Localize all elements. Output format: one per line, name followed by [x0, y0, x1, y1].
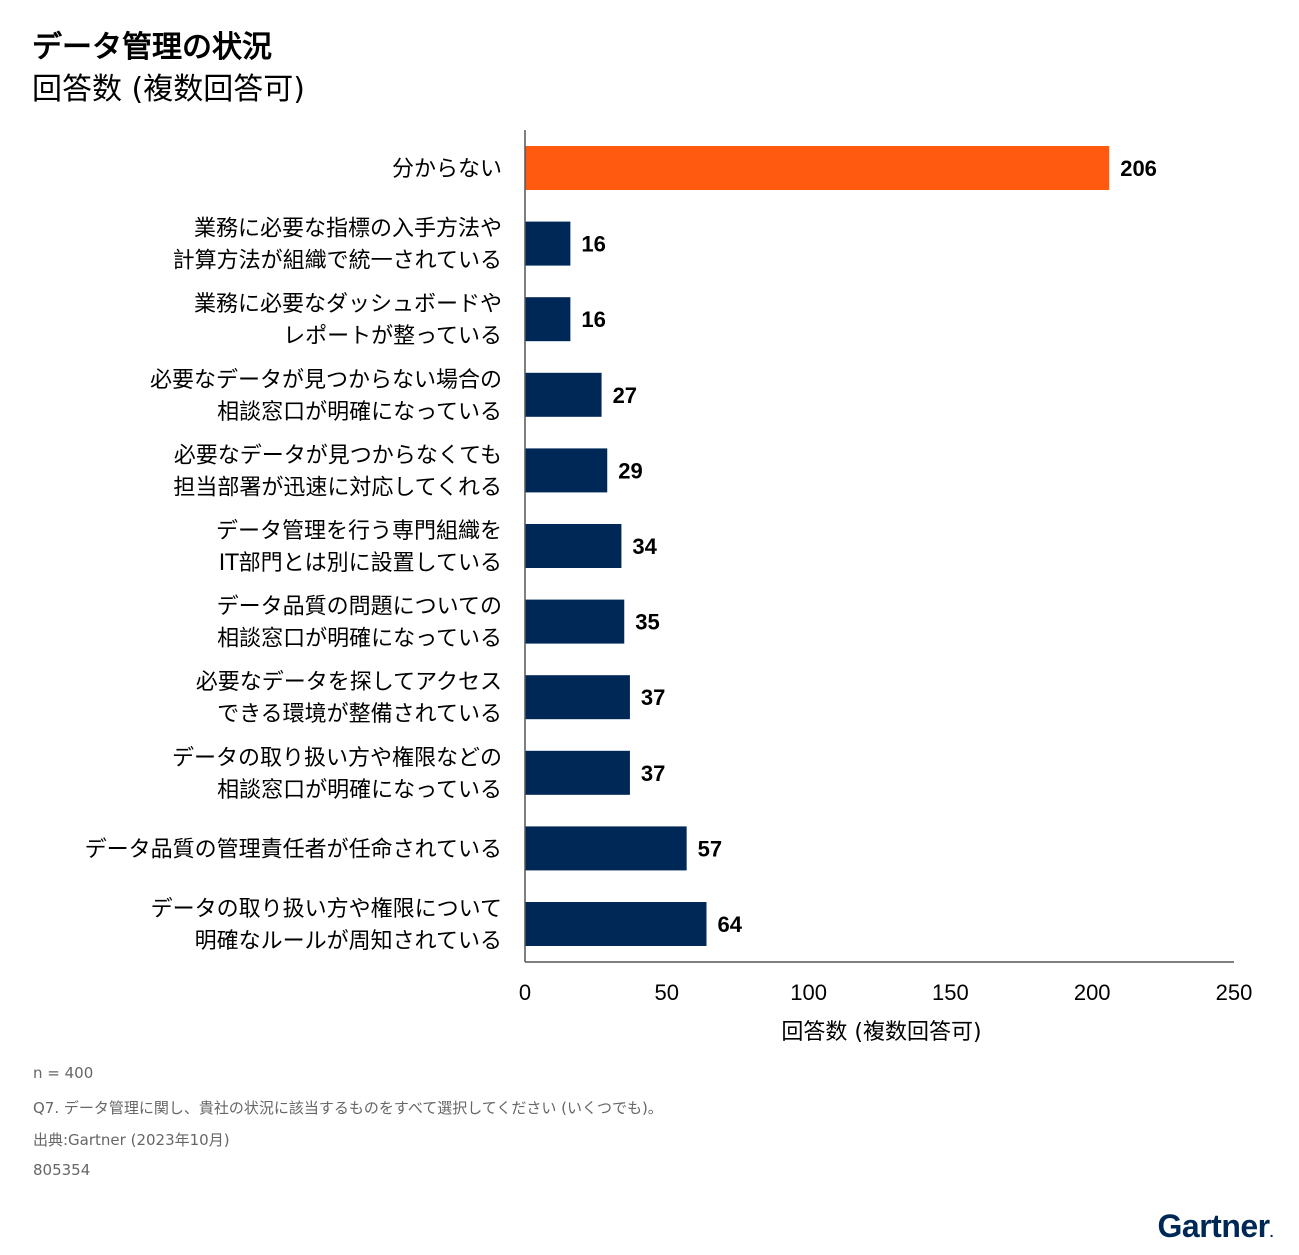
category-label: IT部門とは別に設置している [219, 551, 502, 576]
category-label: 分からない [392, 157, 502, 182]
x-tick-label: 250 [1216, 980, 1253, 1005]
x-axis-title: 回答数 (複数回答可) [781, 1020, 981, 1045]
data-label: 57 [698, 836, 722, 861]
x-tick-label: 200 [1074, 980, 1111, 1005]
data-label: 35 [635, 610, 659, 635]
bar [525, 221, 571, 266]
bar [525, 675, 630, 720]
category-label: 必要なデータを探してアクセス [196, 670, 502, 695]
data-label: 34 [632, 534, 657, 559]
data-label: 29 [618, 458, 642, 483]
sample-size-note: n = 400 [33, 1064, 94, 1082]
x-tick-label: 50 [655, 980, 679, 1005]
document-id: 805354 [33, 1161, 91, 1179]
bar [525, 297, 571, 342]
category-label: データの取り扱い方や権限について [151, 897, 502, 922]
category-label: 相談窓口が明確になっている [217, 778, 502, 803]
bar [525, 448, 608, 493]
data-label: 37 [641, 685, 665, 710]
category-label: 業務に必要な指標の入手方法や [194, 217, 502, 242]
category-label: 相談窓口が明確になっている [217, 627, 502, 652]
gartner-logo: Gartner. [1157, 1208, 1274, 1244]
bar [525, 146, 1110, 190]
bar [525, 372, 602, 417]
category-label: 担当部署が迅速に対応してくれる [173, 475, 502, 500]
chart-title: データ管理の状況 [32, 30, 272, 65]
bar [525, 599, 625, 644]
chart-subtitle: 回答数 (複数回答可) [32, 72, 305, 107]
bar [525, 826, 687, 871]
category-label: データの取り扱い方や権限などの [172, 746, 502, 771]
x-tick-label: 150 [932, 980, 969, 1005]
category-label: 必要なデータが見つからない場合の [150, 368, 502, 393]
bar [525, 750, 630, 795]
category-label: 相談窓口が明確になっている [217, 400, 502, 425]
data-label: 37 [641, 761, 665, 786]
category-label: 明確なルールが周知されている [195, 929, 502, 954]
data-label: 16 [581, 307, 605, 332]
x-tick-label: 0 [519, 980, 531, 1005]
data-label: 64 [718, 912, 743, 937]
question-note: Q7. データ管理に関し、貴社の状況に該当するものをすべて選択してください (い… [33, 1099, 663, 1117]
category-label: できる環境が整備されている [217, 702, 502, 727]
data-label: 27 [613, 383, 637, 408]
category-label: 業務に必要なダッシュボードや [194, 292, 502, 317]
category-label: レポートが整っている [283, 324, 502, 349]
category-label: 計算方法が組織で統一されている [173, 249, 502, 274]
category-label: データ品質の問題についての [217, 595, 502, 620]
x-tick-label: 100 [790, 980, 827, 1005]
category-label: 必要なデータが見つからなくても [174, 443, 502, 468]
bar [525, 524, 622, 568]
data-label: 206 [1120, 156, 1157, 181]
data-label: 16 [581, 232, 605, 257]
source-note: 出典:Gartner (2023年10月) [33, 1131, 230, 1149]
category-label: データ品質の管理責任者が任命されている [85, 837, 502, 862]
bar [525, 902, 707, 946]
category-label: データ管理を行う専門組織を [216, 519, 502, 544]
